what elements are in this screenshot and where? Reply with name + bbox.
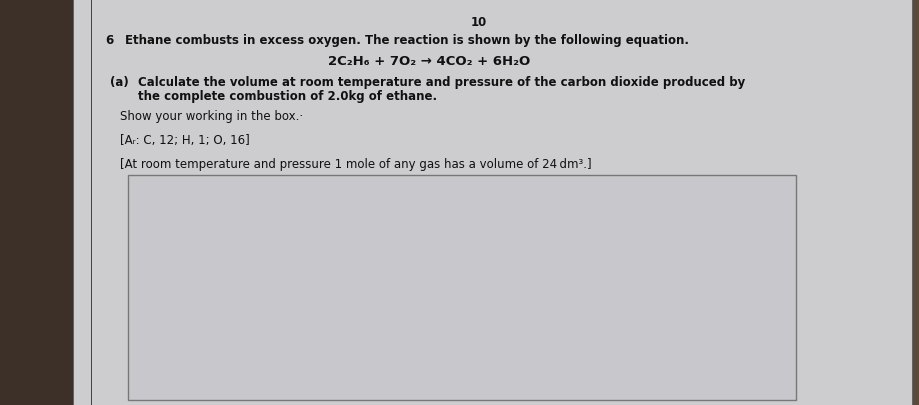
Text: 10: 10 — [471, 16, 487, 29]
Text: Calculate the volume at room temperature and pressure of the carbon dioxide prod: Calculate the volume at room temperature… — [138, 76, 745, 89]
Text: (a): (a) — [109, 76, 129, 89]
Text: the complete combustion of 2.0kg of ethane.: the complete combustion of 2.0kg of etha… — [138, 90, 437, 103]
Bar — [128, 175, 796, 400]
Text: [Aᵣ: C, 12; H, 1; O, 16]: [Aᵣ: C, 12; H, 1; O, 16] — [119, 134, 249, 147]
Text: Show your working in the box.·: Show your working in the box.· — [119, 110, 303, 123]
Text: 2C₂H₆ + 7O₂ → 4CO₂ + 6H₂O: 2C₂H₆ + 7O₂ → 4CO₂ + 6H₂O — [328, 55, 530, 68]
Text: [At room temperature and pressure 1 mole of any gas has a volume of 24 dm³.]: [At room temperature and pressure 1 mole… — [119, 158, 591, 171]
Bar — [0, 0, 80, 405]
Text: 6: 6 — [105, 34, 113, 47]
Bar — [91, 0, 92, 405]
Text: Ethane combusts in excess oxygen. The reaction is shown by the following equatio: Ethane combusts in excess oxygen. The re… — [125, 34, 688, 47]
